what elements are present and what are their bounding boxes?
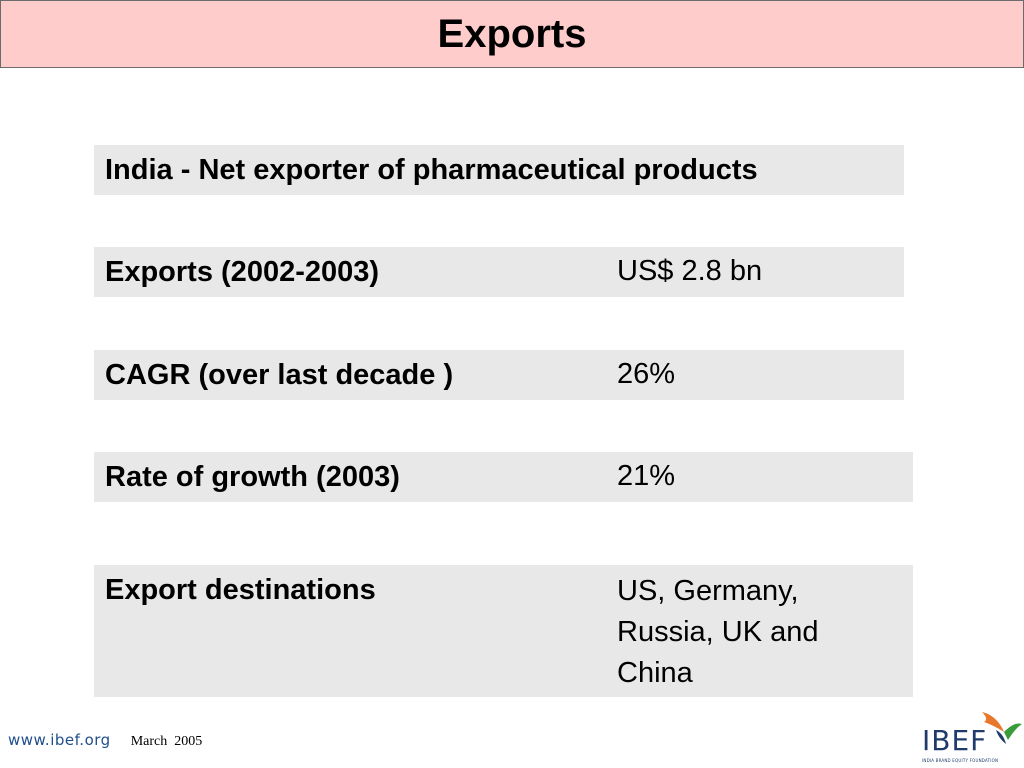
footer-date: March 2005	[130, 734, 203, 749]
destinations-value: US, Germany, Russia, UK and China	[617, 575, 819, 689]
growth-row: Rate of growth (2003) 21%	[94, 452, 913, 502]
logo-text: IBEF	[922, 724, 988, 757]
bird-icon	[982, 712, 1022, 744]
growth-value: 21%	[617, 460, 676, 492]
exports-value: US$ 2.8 bn	[617, 255, 763, 287]
footer: www.ibef.org March 2005	[8, 731, 202, 750]
ibef-logo: IBEF INDIA BRAND EQUITY FOUNDATION	[918, 706, 1024, 768]
heading-label: India - Net exporter of pharmaceutical p…	[105, 154, 758, 186]
heading-row: India - Net exporter of pharmaceutical p…	[94, 145, 904, 195]
exports-row: Exports (2002-2003) US$ 2.8 bn	[94, 247, 904, 297]
exports-label: Exports (2002-2003)	[105, 256, 380, 288]
logo-tagline: INDIA BRAND EQUITY FOUNDATION	[922, 758, 999, 763]
destinations-label: Export destinations	[105, 574, 376, 606]
cagr-value: 26%	[617, 358, 676, 390]
slide-title-bar: Exports	[0, 0, 1024, 68]
footer-url[interactable]: www.ibef.org	[8, 731, 111, 749]
cagr-row: CAGR (over last decade ) 26%	[94, 350, 904, 400]
cagr-label: CAGR (over last decade )	[105, 359, 454, 391]
slide-title: Exports	[437, 12, 587, 56]
growth-label: Rate of growth (2003)	[105, 461, 400, 493]
destinations-row: Export destinations US, Germany, Russia,…	[94, 565, 913, 697]
